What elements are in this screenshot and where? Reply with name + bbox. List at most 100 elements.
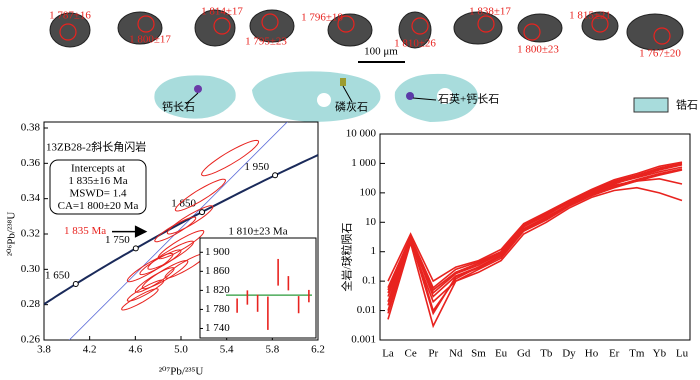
info-line: 1 835±16 Ma <box>68 175 127 187</box>
x-tick-label: 6.2 <box>311 344 325 356</box>
info-box <box>49 159 147 215</box>
annotation-arrow <box>112 225 148 238</box>
inclusion-images <box>154 71 479 122</box>
error-ellipse <box>166 205 214 235</box>
age-tick-label: 1 850 <box>171 198 196 210</box>
y-tick-label: 0.38 <box>21 122 41 134</box>
y-tick-label: 100 <box>360 186 377 198</box>
concordia-curve <box>44 154 318 306</box>
x-tick-label: 5.8 <box>265 344 279 356</box>
x-tick-label: 5.4 <box>220 344 234 356</box>
x-tick-label: 3.8 <box>37 344 51 356</box>
series-line <box>387 163 683 289</box>
series-line <box>387 166 683 294</box>
inset-title: 1 810±23 Ma <box>228 226 287 238</box>
y-tick-label: 0.36 <box>21 157 41 169</box>
age-label: 1 815±21 <box>569 10 611 22</box>
age-label: 1 800±17 <box>129 34 171 46</box>
age-label: 1 810±26 <box>394 38 436 50</box>
y-tick-label: 0.26 <box>21 334 41 346</box>
inset-tick-label: 1 740 <box>205 322 230 334</box>
x-tick-label: Pr <box>428 348 438 360</box>
x-tick-label: Gd <box>517 348 531 360</box>
inset-tick-label: 1 860 <box>205 265 230 277</box>
age-label: 1 796±18 <box>301 12 343 24</box>
error-ellipse <box>174 178 227 212</box>
plot-frame <box>379 133 691 341</box>
y-tick-label: 1 <box>371 245 377 257</box>
y-axis-label: ²⁰⁶Pb/²³⁸U <box>6 212 18 257</box>
y-tick-label: 10 000 <box>346 128 377 140</box>
inclusions <box>194 78 453 107</box>
x-tick-label: La <box>382 348 394 360</box>
y-tick-label: 10 <box>365 216 377 228</box>
mineral-label: 磷灰石 <box>335 100 368 114</box>
y-tick-label: 0.01 <box>357 304 376 316</box>
age-label: 1 800±23 <box>517 44 559 56</box>
age-labels: 1 787±16 1 800±17 1 814±17 1 795±23 1 796±18… <box>49 6 681 60</box>
inset-tick-label: 1 900 <box>205 246 230 258</box>
mineral-label: 钙长石 <box>162 100 195 114</box>
info-line: CA=1 800±20 Ma <box>58 200 139 212</box>
x-tick-label: Dy <box>562 348 576 360</box>
legend-label: 锆石 <box>676 99 698 112</box>
scale-label: 100 μm <box>364 46 398 58</box>
age-tick <box>72 281 79 288</box>
x-tick-label: Yb <box>653 348 667 360</box>
age-tick <box>199 209 206 216</box>
info-line: MSWD= 1.4 <box>70 188 127 200</box>
age-tick-label: 1 750 <box>105 234 130 246</box>
series-line <box>387 162 683 292</box>
y-tick-label: 0.32 <box>21 228 40 240</box>
age-label: 1 838±17 <box>469 6 511 18</box>
age-label: 1 795±23 <box>245 36 287 48</box>
series-line <box>387 168 683 313</box>
spot-circles <box>59 13 671 45</box>
series-line <box>387 168 683 316</box>
y-tick-label: 0.34 <box>21 192 41 204</box>
x-tick-label: 4.2 <box>83 344 97 356</box>
error-ellipse <box>157 229 205 260</box>
chart-title: 13ZB28-2斜长角闪岩 <box>46 140 146 154</box>
x-tick-label: Eu <box>495 348 508 360</box>
y-tick-label: 1 000 <box>351 157 376 169</box>
mineral-label: 石英+钙长石 <box>438 92 499 106</box>
age-tick <box>132 245 139 252</box>
error-ellipse <box>154 216 197 243</box>
x-tick-label: Ce <box>404 348 416 360</box>
zircon-images <box>49 9 684 51</box>
y-axis-label: 全岩/球粒陨石 <box>340 222 354 291</box>
legend-swatch <box>633 97 669 113</box>
ree-chart: 0.001 0.01 0.1 1 10 100 1 000 10 000 La Ce Pr Nd Sm E… <box>340 128 691 360</box>
x-axis-label: ²⁰⁷Pb/²³⁵U <box>159 366 204 378</box>
inset-frame <box>199 237 317 339</box>
age-tick-label: 1 650 <box>45 270 70 282</box>
error-ellipse <box>141 259 189 290</box>
x-tick-label: Nd <box>449 348 463 360</box>
y-tick-label: 0.28 <box>21 298 41 310</box>
age-label: 1 814±17 <box>201 6 243 18</box>
y-tick-label: 0.30 <box>21 263 41 275</box>
series-line <box>387 186 683 314</box>
info-line: Intercepts at <box>71 163 125 175</box>
x-tick-label: Tb <box>540 348 553 360</box>
concordia-chart: 3.8 4.2 4.6 5.0 5.4 5.8 6.2 0.26 0.28 0.30 0.32 0.3… <box>6 121 325 378</box>
x-tick-label: 5.0 <box>174 344 188 356</box>
series-line <box>387 169 683 329</box>
pointer-lines <box>185 85 437 105</box>
age-label: 1 767±20 <box>639 48 681 60</box>
age-tick-label: 1 950 <box>244 161 269 173</box>
error-ellipse <box>147 240 195 270</box>
error-ellipse <box>200 139 260 177</box>
x-tick-label: Er <box>609 348 620 360</box>
age-label: 1 787±16 <box>49 10 91 22</box>
discordia-line <box>68 122 288 340</box>
error-ellipse <box>164 253 207 279</box>
x-tick-label: Tm <box>629 348 645 360</box>
age-tick <box>272 172 279 179</box>
y-tick-label: 0.001 <box>351 334 376 346</box>
x-tick-label: Sm <box>471 348 486 360</box>
x-tick-label: 4.6 <box>128 344 142 356</box>
x-tick-label: Ho <box>585 348 599 360</box>
